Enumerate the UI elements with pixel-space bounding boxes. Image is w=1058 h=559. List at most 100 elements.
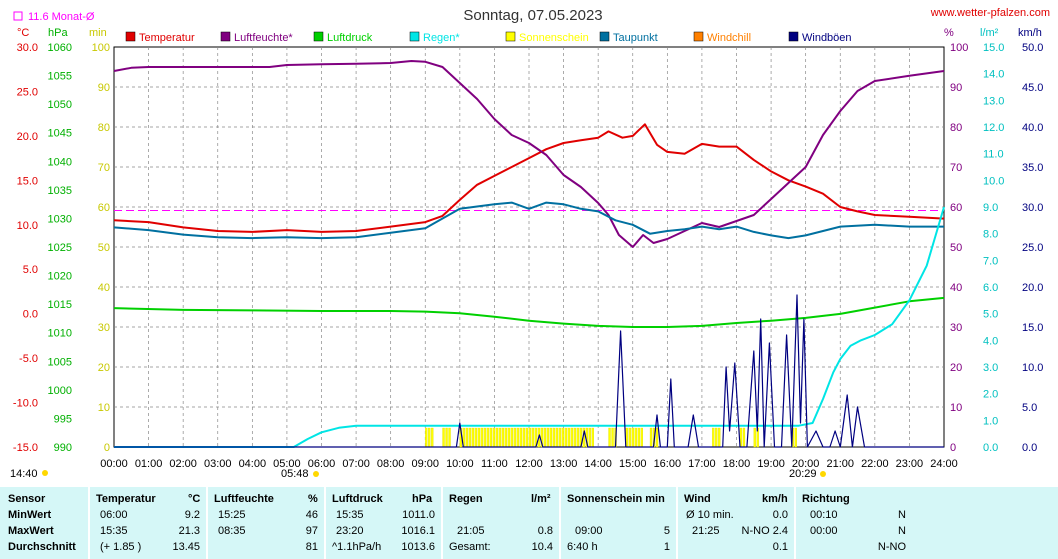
moon-icon — [42, 470, 48, 476]
y-tick-wind-5: 25.0 — [1022, 242, 1043, 254]
series-line-1 — [113, 60, 945, 248]
press-header: Luftdruck — [332, 493, 383, 505]
sunshine-bar-2 — [576, 427, 579, 448]
unit-kmh: km/h — [1018, 27, 1042, 39]
sunshine-bar-1 — [448, 427, 451, 448]
sunshine-bar-4 — [628, 427, 631, 448]
sunshine-bar-2 — [468, 427, 471, 448]
y-tick-sun_min-9: 10 — [98, 402, 110, 414]
legend-label-3: Regen* — [423, 32, 460, 44]
summary-col-sonnenschein: Sonnenschein min 09:00 5 6:40 h 1 — [559, 487, 676, 559]
y-tick-humidity-3: 70 — [950, 162, 962, 174]
y-tick-rain-8: 7.0 — [983, 255, 998, 267]
sunshine-bar-2 — [531, 427, 534, 448]
x-tick-label-5: 05:00 — [273, 458, 301, 470]
rain-total-label: Gesamt: — [449, 541, 491, 553]
y-tick-temp-9: -15.0 — [13, 442, 38, 454]
x-tick-label-14: 14:00 — [584, 458, 612, 470]
sunshine-bar-7 — [742, 427, 746, 448]
y-tick-rain-5: 10.0 — [983, 175, 1004, 187]
dir-avg-value: N-NO — [877, 541, 906, 553]
sunshine-bar-2 — [525, 427, 528, 448]
sunshine-bar-5 — [649, 427, 653, 448]
sun-max-time: 09:00 — [575, 525, 603, 537]
sun-avg-value: 1 — [663, 541, 670, 553]
legend-swatch-6 — [693, 31, 704, 42]
x-tick-label-23: 23:00 — [896, 458, 924, 470]
site-link[interactable]: www.wetter-pfalzen.com — [930, 7, 1050, 19]
sunshine-bar-2 — [486, 427, 489, 448]
dir-min-time: 00:10 — [810, 509, 838, 521]
sunshine-bar-0 — [428, 427, 431, 448]
sunshine-bar-0 — [431, 427, 434, 448]
y-tick-rain-2: 13.0 — [983, 95, 1004, 107]
chart-axes: 00:00 01:00 02:00 03:00 04:00 05:00 06:00 07:00… — [13, 42, 1044, 470]
sunshine-bar-0 — [425, 427, 428, 448]
sunset-time: 20:29 — [789, 468, 817, 480]
x-tick-label-12: 12:00 — [515, 458, 543, 470]
legend-swatch-5 — [599, 31, 610, 42]
hum-max-value: 97 — [305, 525, 318, 537]
dir-max-time: 00:00 — [810, 525, 838, 537]
sunshine-bar-2 — [573, 427, 576, 448]
x-tick-label-2: 02:00 — [169, 458, 197, 470]
y-tick-temp-2: 20.0 — [17, 131, 38, 143]
y-tick-rain-11: 4.0 — [983, 335, 998, 347]
summary-col-richtung: Richtung 00:10 N 00:00 N N-NO — [794, 487, 912, 559]
legend-label-6: Windchill — [707, 32, 751, 44]
wind-avg-value: 0.1 — [772, 541, 788, 553]
sunshine-bar-2 — [543, 427, 546, 448]
sunshine-bar-4 — [637, 427, 640, 448]
chart-title: Sonntag, 07.05.2023 — [463, 7, 602, 24]
rain-total-value: 10.4 — [531, 541, 553, 553]
y-tick-pressure-5: 1035 — [48, 185, 72, 197]
temp-max-time: 15:35 — [100, 525, 128, 537]
sunshine-bar-2 — [498, 427, 501, 448]
y-tick-pressure-2: 1050 — [48, 99, 72, 111]
y-tick-humidity-9: 10 — [950, 402, 962, 414]
y-tick-temp-7: -5.0 — [19, 353, 38, 365]
hum-max-time: 08:35 — [218, 525, 246, 537]
wind-header: Wind — [684, 493, 711, 505]
unit-lm2: l/m² — [980, 27, 999, 39]
y-tick-wind-3: 35.0 — [1022, 162, 1043, 174]
weather-chart: Sonntag, 07.05.2023 www.wetter-pfalzen.c… — [10, 7, 1050, 480]
x-tick-label-3: 03:00 — [204, 458, 232, 470]
y-tick-wind-9: 5.0 — [1022, 402, 1037, 414]
sunshine-bar-2 — [477, 427, 480, 448]
y-tick-humidity-8: 20 — [950, 362, 962, 374]
summary-col-sensor: Sensor MinWert MaxWert Durchschnitt — [0, 487, 88, 559]
y-tick-rain-1: 14.0 — [983, 69, 1004, 81]
sunshine-bar-2 — [492, 427, 495, 448]
sunshine-bar-2 — [570, 427, 573, 448]
sunrise-icon — [313, 471, 319, 477]
y-tick-wind-7: 15.0 — [1022, 322, 1043, 334]
sunshine-bar-2 — [507, 427, 510, 448]
series-line-0 — [113, 123, 945, 233]
y-tick-rain-4: 11.0 — [983, 149, 1004, 161]
series-line-5 — [114, 294, 944, 448]
y-tick-sun_min-10: 0 — [104, 442, 110, 454]
x-tick-label-7: 07:00 — [342, 458, 370, 470]
sunshine-bar-2 — [528, 427, 531, 448]
y-tick-wind-10: 0.0 — [1022, 442, 1037, 454]
sunshine-bar-2 — [504, 427, 507, 448]
rain-max-time: 21:05 — [457, 525, 485, 537]
sunshine-bar-2 — [546, 427, 549, 448]
y-tick-pressure-0: 1060 — [48, 42, 72, 54]
y-tick-rain-13: 2.0 — [983, 389, 998, 401]
legend-swatch-3 — [409, 31, 420, 42]
y-tick-sun_min-7: 30 — [98, 322, 110, 334]
sunshine-bar-2 — [489, 427, 492, 448]
sunshine-bar-2 — [555, 427, 558, 448]
sunshine-bar-2 — [501, 427, 504, 448]
rain-header: Regen — [449, 493, 483, 505]
x-tick-label-21: 21:00 — [826, 458, 854, 470]
temp-trend: (+ 1.85 ) — [100, 541, 142, 553]
wind-max-time: 21:25 — [692, 525, 720, 537]
sunshine-bar-2 — [591, 427, 594, 448]
y-tick-rain-12: 3.0 — [983, 362, 998, 374]
wind-max-value: N-NO 2.4 — [741, 525, 788, 537]
dir-header: Richtung — [802, 493, 850, 505]
sunshine-bar-2 — [495, 427, 498, 448]
